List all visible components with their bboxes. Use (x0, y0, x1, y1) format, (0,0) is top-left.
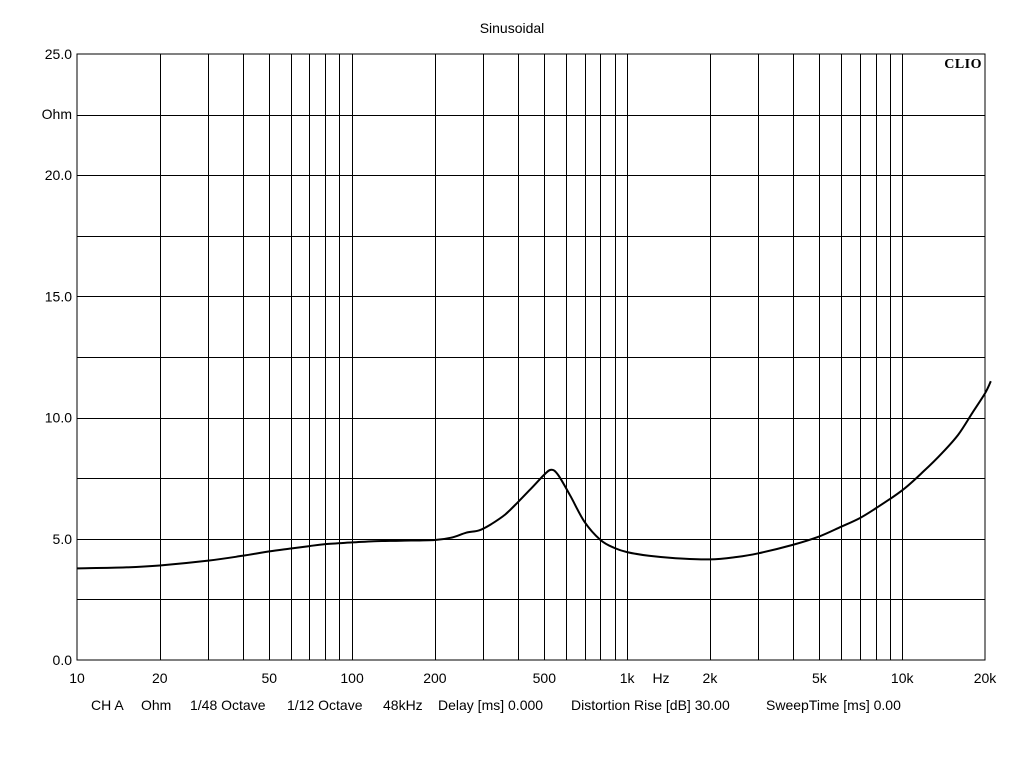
x-tick-labels: 10 20 50 100 200 500 1k 2k 5k 10k 20k (69, 670, 997, 686)
footer-item: Distortion Rise [dB] 30.00 (571, 697, 730, 713)
footer-item: Ohm (141, 697, 171, 713)
y-tick-label: 25.0 (45, 46, 72, 62)
chart-title: Sinusoidal (480, 20, 545, 36)
impedance-curve (76, 380, 992, 570)
x-tick-label: 10k (891, 670, 915, 686)
y-tick-label: 20.0 (45, 167, 72, 183)
y-tick-labels: 0.0 5.0 10.0 15.0 20.0 25.0 (45, 46, 72, 668)
series-layer (76, 380, 992, 570)
brand-backdrop (938, 55, 984, 71)
y-axis-label: Ohm (42, 106, 72, 122)
x-tick-label: 500 (533, 670, 557, 686)
footer-item: CH A (91, 697, 124, 713)
measurement-settings: CH A Ohm 1/48 Octave 1/12 Octave 48kHz Delay … (91, 697, 901, 713)
grid (77, 54, 985, 660)
y-tick-label: 15.0 (45, 288, 72, 304)
footer-item: Delay [ms] 0.000 (438, 697, 543, 713)
footer-item: 48kHz (383, 697, 423, 713)
plot-frame (76, 53, 986, 661)
x-tick-label: 2k (703, 670, 719, 686)
x-tick-label: 10 (69, 670, 85, 686)
x-axis-label: Hz (652, 670, 669, 686)
x-tick-label: 20k (974, 670, 998, 686)
x-tick-label: 200 (423, 670, 447, 686)
footer-item: 1/48 Octave (190, 697, 266, 713)
footer-item: SweepTime [ms] 0.00 (766, 697, 901, 713)
y-tick-label: 0.0 (53, 652, 73, 668)
brand-logo: CLIO (944, 57, 982, 72)
y-tick-label: 10.0 (45, 410, 72, 426)
x-tick-label: 1k (620, 670, 636, 686)
x-tick-label: 50 (261, 670, 277, 686)
x-tick-label: 5k (812, 670, 828, 686)
y-tick-label: 5.0 (53, 531, 73, 547)
x-tick-label: 100 (340, 670, 364, 686)
footer-item: 1/12 Octave (287, 697, 363, 713)
x-tick-label: 20 (152, 670, 168, 686)
